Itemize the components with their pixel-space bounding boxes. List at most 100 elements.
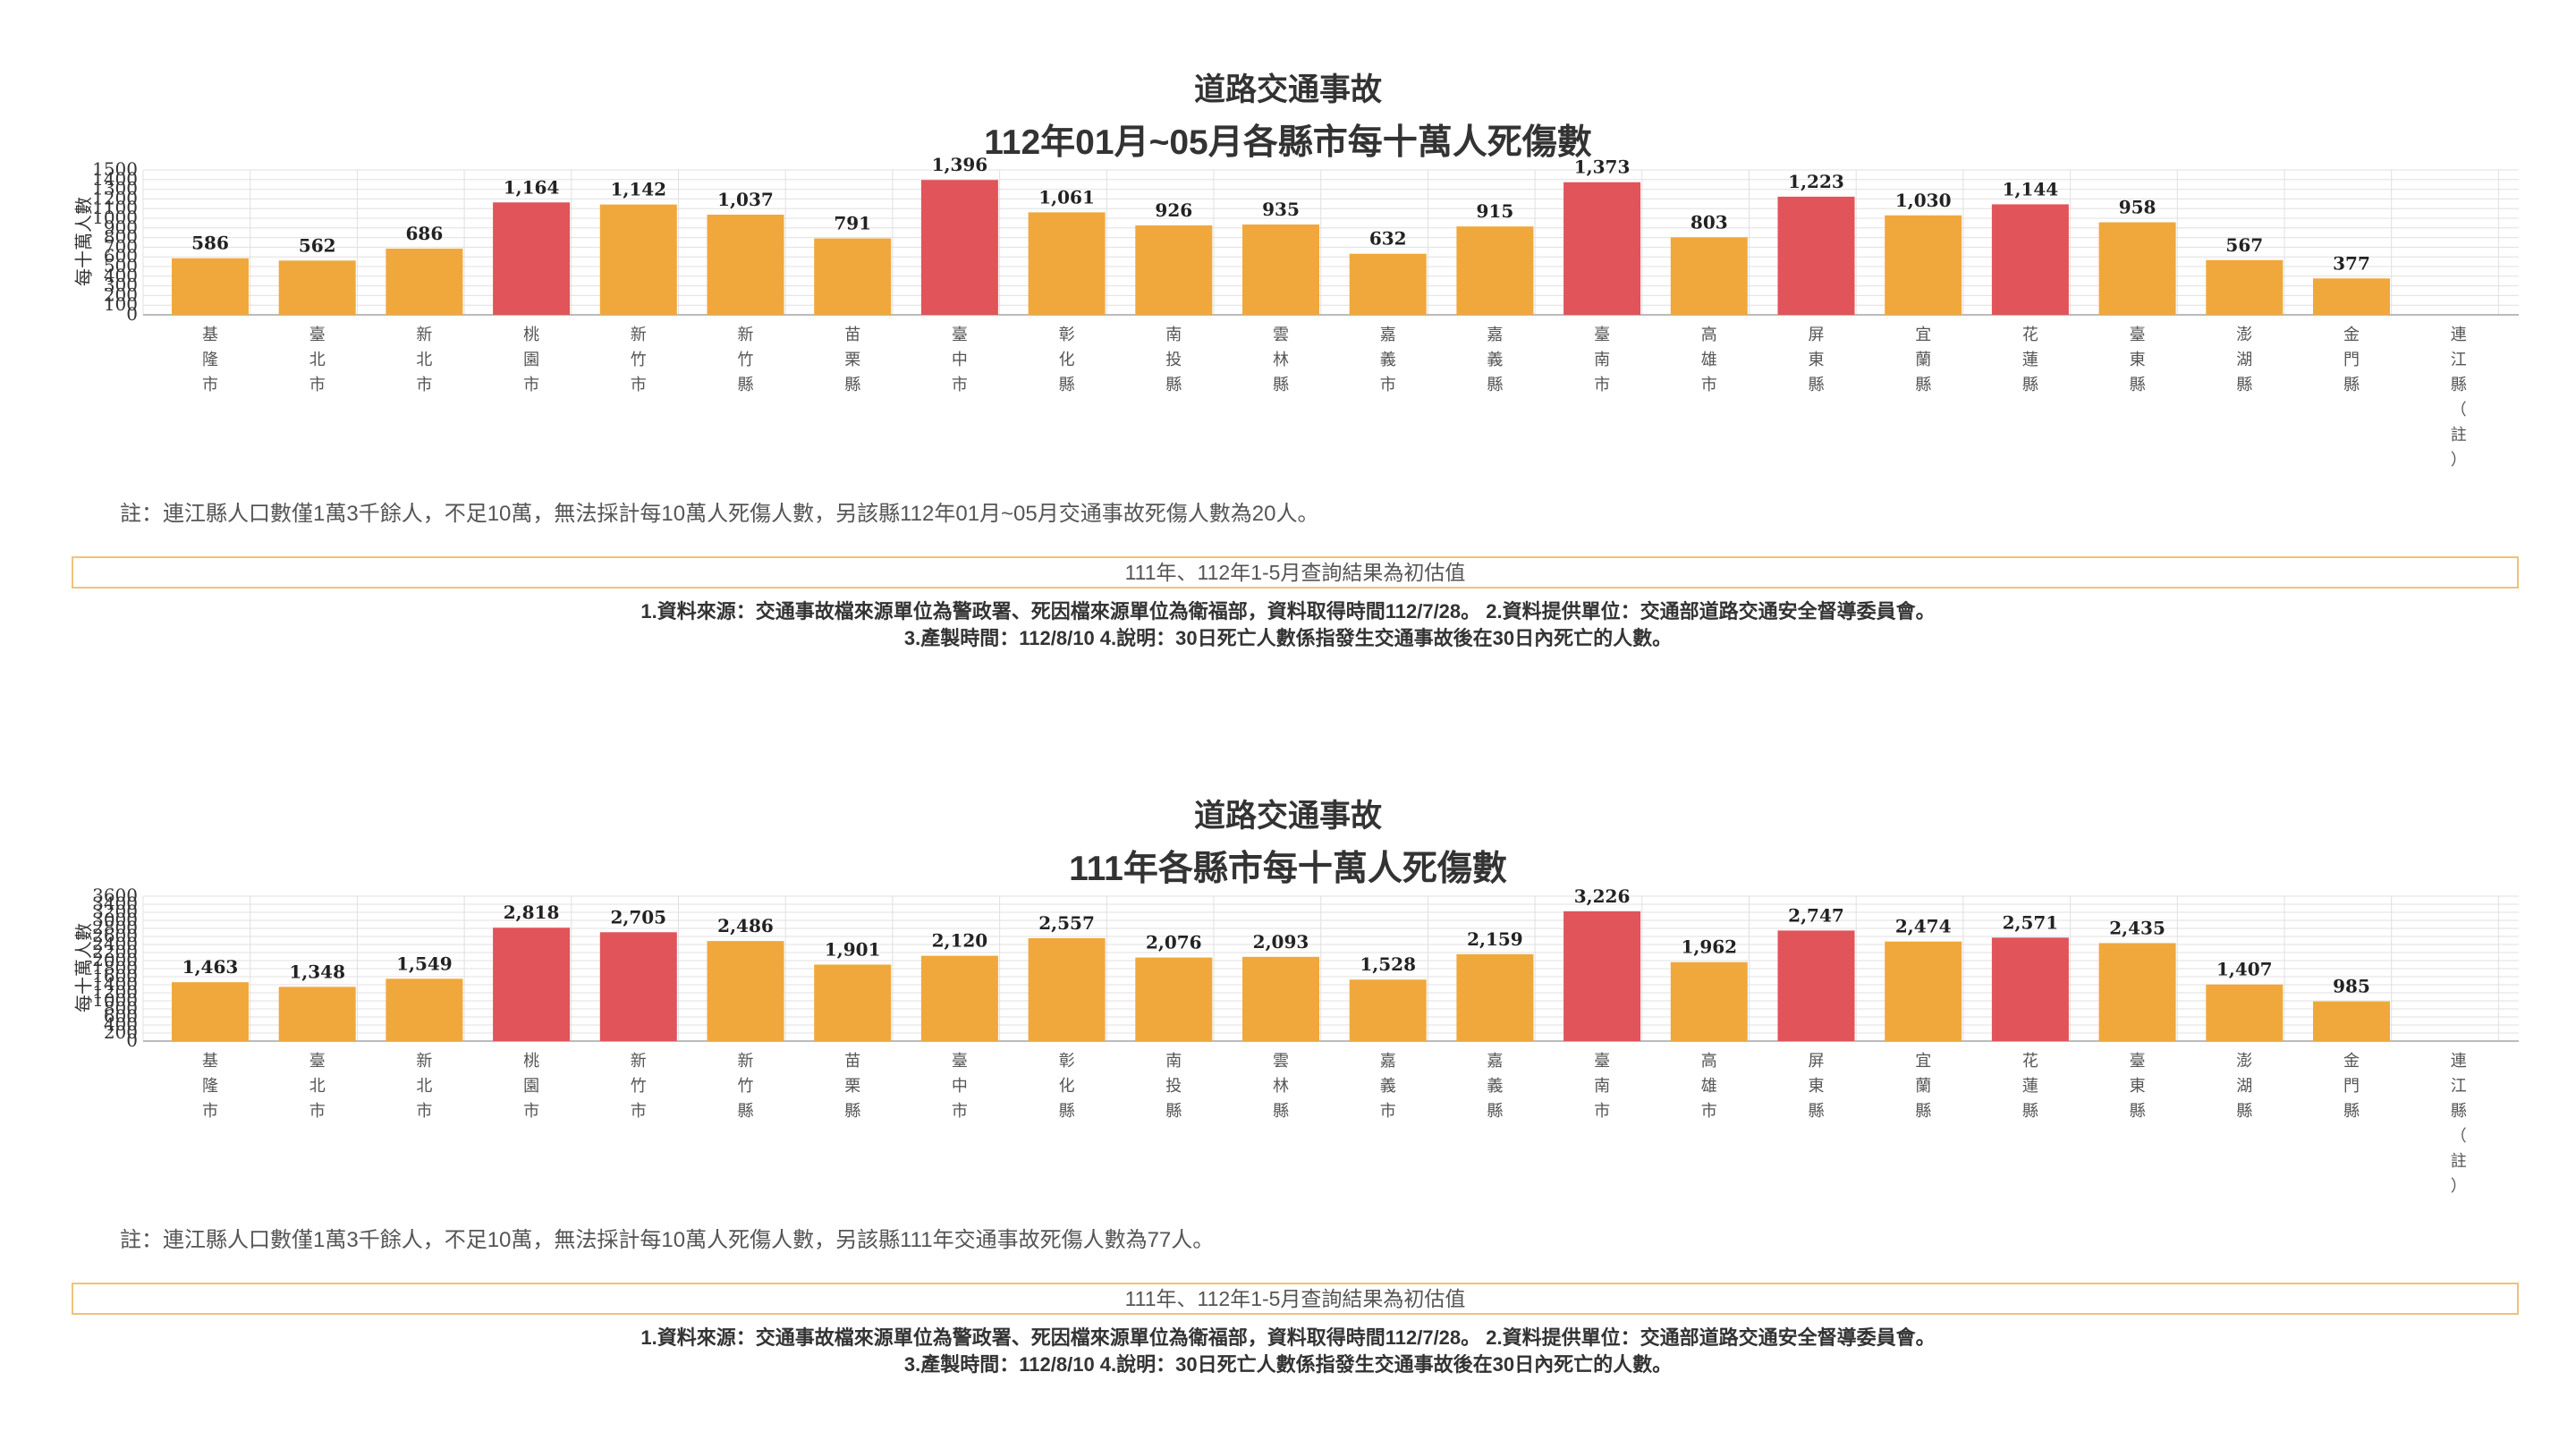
x-tick-label: 連江縣（註） (2451, 326, 2467, 470)
y-tick-label: 500 (104, 255, 138, 276)
data-label: 2,076 (1146, 932, 1202, 953)
y-tick-label: 600 (104, 1005, 138, 1027)
bar-2 (278, 260, 356, 315)
bar-15 (1670, 237, 1748, 315)
y-tick-label: 2000 (92, 949, 138, 970)
y-tick-label: 3000 (92, 909, 138, 930)
data-label: 632 (1369, 228, 1407, 250)
bar-13 (1456, 953, 1534, 1041)
bar-1 (172, 258, 249, 315)
y-tick-label: 600 (104, 245, 138, 267)
y-tick-label: 1800 (92, 957, 138, 978)
source-line-1: 1.資料來源：交通事故檔來源單位為警政署、死因檔來源單位為衛福部，資料取得時間1… (640, 600, 1936, 623)
data-label: 1,142 (610, 179, 666, 200)
data-label: 1,164 (504, 176, 560, 198)
x-tick-label: 嘉義縣 (1487, 326, 1503, 394)
data-label: 1,223 (1788, 171, 1844, 192)
y-tick-label: 200 (104, 1021, 138, 1043)
data-label: 562 (299, 234, 336, 256)
bar-5 (599, 932, 677, 1041)
bar-10 (1135, 957, 1213, 1041)
x-tick-label: 金門縣 (2343, 326, 2360, 394)
x-tick-label: 苗栗縣 (844, 326, 860, 394)
y-tick-label: 800 (104, 226, 138, 248)
bar-4 (493, 928, 571, 1041)
data-label: 2,474 (1895, 916, 1952, 937)
data-label: 1,901 (825, 938, 881, 960)
y-tick-label: 3200 (92, 901, 138, 922)
y-tick-label: 0 (126, 303, 138, 325)
data-label: 1,348 (289, 961, 345, 982)
bar-14 (1563, 911, 1641, 1041)
y-tick-label: 1400 (92, 168, 138, 190)
data-label: 926 (1155, 199, 1192, 221)
bar-15 (1670, 961, 1748, 1041)
bar-11 (1242, 956, 1319, 1041)
x-tick-label: 桃園市 (523, 1052, 539, 1121)
data-label: 915 (1477, 200, 1514, 222)
bar-18 (1991, 937, 2069, 1041)
bar-2 (278, 987, 356, 1041)
data-label: 2,093 (1253, 931, 1309, 953)
y-tick-label: 400 (104, 265, 138, 286)
x-tick-label: 新竹市 (631, 1052, 647, 1121)
y-tick-label: 1000 (92, 207, 138, 228)
data-label: 1,407 (2216, 959, 2273, 980)
x-tick-label: 嘉義市 (1380, 326, 1396, 394)
bar-18 (1991, 204, 2069, 315)
bar-9 (1028, 937, 1106, 1041)
x-tick-label: 花蓮縣 (2022, 326, 2038, 394)
x-tick-label: 桃園市 (523, 326, 539, 394)
source-line-2: 3.產製時間：112/8/10 4.說明：30日死亡人數係指發生交通事故後在30… (903, 1353, 1673, 1376)
data-label: 791 (834, 213, 871, 234)
y-tick-label: 1600 (92, 965, 138, 987)
bar-16 (1777, 196, 1855, 315)
data-label: 2,120 (932, 930, 988, 952)
x-tick-label: 連江縣（註） (2451, 1052, 2467, 1196)
data-label: 1,396 (932, 154, 988, 175)
x-tick-label: 彰化縣 (1059, 326, 1075, 394)
bar-7 (814, 964, 892, 1041)
x-tick-label: 金門縣 (2343, 1052, 2360, 1121)
y-tick-label: 3400 (92, 893, 138, 914)
y-tick-label: 300 (104, 275, 138, 296)
x-tick-label: 苗栗縣 (844, 1052, 860, 1121)
chart-title: 道路交通事故 (1193, 72, 1382, 107)
bar-3 (386, 978, 463, 1041)
x-tick-label: 基隆市 (202, 326, 218, 394)
x-tick-label: 宜蘭縣 (1915, 1052, 1931, 1121)
x-tick-label: 嘉義縣 (1487, 1052, 1503, 1121)
data-label: 2,571 (2003, 911, 2059, 933)
data-label: 2,818 (504, 902, 560, 923)
x-tick-label: 雲林縣 (1273, 1052, 1289, 1121)
bar-6 (707, 215, 784, 315)
bar-8 (920, 180, 998, 315)
data-label: 803 (1690, 211, 1728, 233)
bar-19 (2098, 943, 2176, 1041)
x-tick-label: 臺東縣 (2130, 1052, 2146, 1121)
y-tick-label: 200 (104, 284, 138, 305)
data-label: 958 (2119, 197, 2157, 218)
footnote: 註：連江縣人口數僅1萬3千餘人，不足10萬，無法採計每10萬人死傷人數，另該縣1… (120, 1228, 1215, 1252)
bar-4 (493, 202, 571, 315)
x-tick-label: 屏東縣 (1809, 326, 1825, 394)
x-tick-label: 花蓮縣 (2022, 1052, 2038, 1121)
y-tick-label: 1400 (92, 973, 138, 995)
y-tick-label: 2800 (92, 917, 138, 938)
y-tick-label: 700 (104, 235, 138, 257)
x-tick-label: 嘉義市 (1380, 1052, 1396, 1121)
bar-16 (1777, 930, 1855, 1041)
y-tick-label: 2400 (92, 933, 138, 954)
bar-1 (172, 982, 249, 1041)
estimate-notice: 111年、112年1-5月查詢結果為初估值 (72, 556, 2519, 589)
bar-3 (386, 248, 463, 315)
x-tick-label: 澎湖縣 (2236, 1052, 2252, 1121)
bar-11 (1242, 224, 1319, 315)
bar-chart: 0200400600800100012001400160018002000220… (92, 885, 2519, 1196)
x-tick-label: 高雄市 (1701, 326, 1717, 394)
bar-20 (2206, 984, 2284, 1041)
x-tick-label: 新竹縣 (738, 1052, 754, 1121)
chart-title: 道路交通事故 (1193, 799, 1382, 834)
x-tick-label: 臺中市 (952, 1052, 968, 1121)
bar-chart: 0100200300400500600700800900100011001200… (92, 154, 2519, 470)
